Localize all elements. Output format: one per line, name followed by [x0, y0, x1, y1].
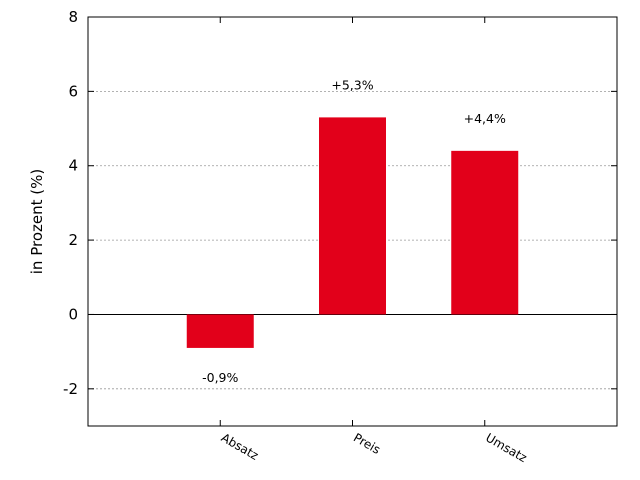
y-axis-ticks: -2 0 2 4 6 8	[63, 8, 617, 398]
bar-umsatz	[451, 150, 519, 315]
y-tick-label: 2	[68, 231, 78, 249]
x-tick-label: Preis	[351, 430, 383, 456]
y-tick-label: -2	[63, 380, 78, 398]
bars	[186, 117, 519, 348]
data-label: +4,4%	[464, 111, 506, 126]
x-tick-label: Umsatz	[483, 430, 529, 465]
y-tick-label: 8	[68, 8, 78, 26]
y-tick-label: 0	[68, 305, 78, 323]
bar-absatz	[186, 314, 254, 348]
data-label: +5,3%	[331, 77, 373, 92]
x-tick-label: Absatz	[219, 430, 261, 462]
y-tick-label: 6	[68, 82, 78, 100]
data-label: -0,9%	[202, 370, 238, 385]
y-axis-title: in Prozent (%)	[28, 169, 46, 274]
data-labels: -0,9% +5,3% +4,4%	[202, 77, 506, 385]
bar-preis	[319, 117, 386, 315]
y-tick-label: 4	[68, 157, 78, 175]
